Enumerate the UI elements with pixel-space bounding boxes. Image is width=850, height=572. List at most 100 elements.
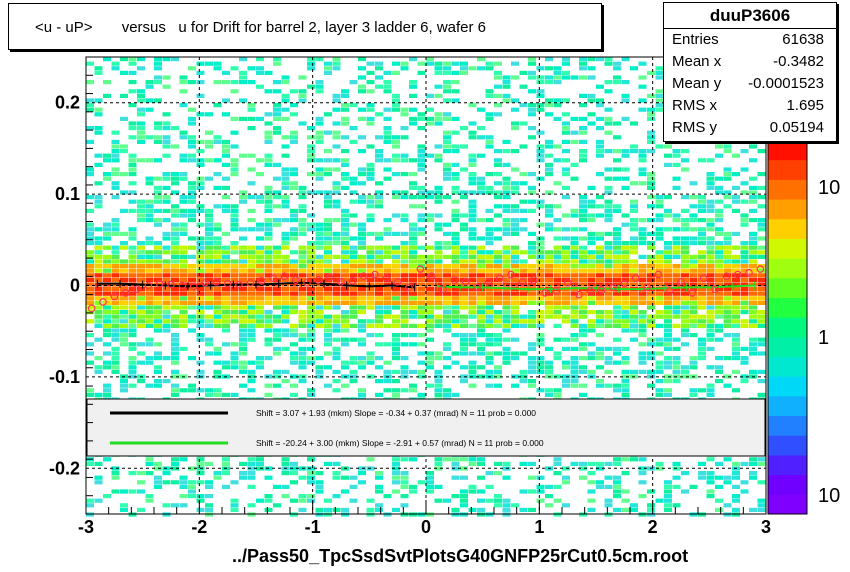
- heatmap-cell: [553, 277, 562, 282]
- heatmap-cell: [383, 342, 392, 347]
- heatmap-cell: [222, 392, 230, 397]
- heatmap-cell: [315, 471, 324, 476]
- heatmap-cell: [341, 213, 349, 218]
- heatmap-cell: [128, 57, 137, 62]
- heatmap-cell: [528, 461, 536, 466]
- heatmap-cell: [409, 300, 417, 305]
- y-tick-label: -0.1: [49, 367, 80, 387]
- heatmap-cell: [273, 176, 281, 181]
- heatmap-cell: [562, 245, 570, 250]
- heatmap-cell: [587, 218, 596, 223]
- heatmap-cell: [162, 328, 171, 333]
- heatmap-cell: [179, 222, 188, 227]
- heatmap-cell: [120, 93, 128, 98]
- heatmap-cell: [732, 287, 740, 292]
- red-marker: [144, 281, 153, 290]
- heatmap-cell: [434, 153, 443, 158]
- red-marker: [133, 285, 141, 293]
- heatmap-cell: [222, 323, 230, 328]
- heatmap-cell: [290, 333, 298, 338]
- heatmap-cell: [171, 314, 179, 319]
- heatmap-cell: [392, 135, 400, 140]
- heatmap-cell: [706, 388, 715, 393]
- heatmap-cell: [596, 245, 604, 250]
- heatmap-cell: [451, 273, 460, 278]
- heatmap-cell: [128, 291, 137, 296]
- heatmap-cell: [502, 218, 511, 223]
- heatmap-cell: [494, 498, 502, 503]
- heatmap-cell: [689, 305, 698, 310]
- heatmap-cell: [222, 305, 230, 310]
- heatmap-cell: [273, 328, 281, 333]
- heatmap-cell: [664, 489, 672, 494]
- heatmap-cell: [239, 195, 247, 200]
- heatmap-cell: [434, 273, 443, 278]
- heatmap-cell: [213, 296, 222, 301]
- heatmap-cell: [740, 356, 749, 361]
- heatmap-cell: [749, 342, 757, 347]
- heatmap-cell: [485, 383, 494, 388]
- heatmap-cell: [239, 300, 247, 305]
- heatmap-cell: [273, 103, 281, 108]
- heatmap-cell: [621, 254, 630, 259]
- heatmap-cell: [647, 291, 655, 296]
- heatmap-cell: [502, 503, 511, 508]
- heatmap-cell: [545, 259, 553, 264]
- heatmap-cell: [171, 273, 179, 278]
- heatmap-cell: [553, 392, 562, 397]
- heatmap-cell: [196, 236, 205, 241]
- heatmap-cell: [638, 75, 647, 80]
- heatmap-cell: [417, 112, 426, 117]
- red-marker: [677, 278, 685, 286]
- heatmap-cell: [222, 250, 230, 255]
- heatmap-cell: [171, 383, 179, 388]
- heatmap-cell: [358, 319, 366, 324]
- heatmap-cell: [341, 268, 349, 273]
- heatmap-cell: [358, 360, 366, 365]
- heatmap-cell: [290, 342, 298, 347]
- heatmap-cell: [247, 268, 256, 273]
- heatmap-cell: [528, 300, 536, 305]
- heatmap-cell: [298, 356, 307, 361]
- heatmap-cell: [723, 457, 732, 462]
- heatmap-cell: [723, 268, 732, 273]
- heatmap-cell: [281, 98, 290, 103]
- heatmap-cell: [145, 277, 154, 282]
- heatmap-cell: [86, 61, 94, 66]
- heatmap-cell: [281, 153, 290, 158]
- heatmap-cell: [638, 268, 647, 273]
- heatmap-cell: [485, 305, 494, 310]
- heatmap-cell: [315, 89, 324, 94]
- heatmap-cell: [630, 369, 638, 374]
- heatmap-cell: [196, 282, 205, 287]
- heatmap-cell: [315, 158, 324, 163]
- heatmap-cell: [332, 314, 341, 319]
- heatmap-cell: [205, 392, 213, 397]
- heatmap-cell: [579, 158, 587, 163]
- heatmap-cell: [196, 70, 205, 75]
- heatmap-cell: [298, 121, 307, 126]
- heatmap-cell: [409, 231, 417, 236]
- heatmap-cell: [128, 319, 137, 324]
- heatmap-cell: [672, 369, 681, 374]
- heatmap-cell: [222, 319, 230, 324]
- heatmap-cell: [689, 254, 698, 259]
- heatmap-cell: [196, 457, 205, 462]
- heatmap-cell: [171, 268, 179, 273]
- heatmap-cell: [536, 300, 545, 305]
- heatmap-cell: [264, 250, 273, 255]
- x-tick-label: -2: [191, 517, 207, 537]
- heatmap-cell: [94, 296, 103, 301]
- heatmap-cell: [443, 457, 451, 462]
- heatmap-cell: [485, 89, 494, 94]
- heatmap-cell: [341, 172, 349, 177]
- heatmap-cell: [468, 208, 477, 213]
- heatmap-cell: [239, 471, 247, 476]
- heatmap-cell: [443, 365, 451, 370]
- heatmap-cell: [392, 250, 400, 255]
- heatmap-cell: [383, 296, 392, 301]
- heatmap-cell: [443, 277, 451, 282]
- heatmap-cell: [239, 199, 247, 204]
- heatmap-cell: [664, 296, 672, 301]
- heatmap-cell: [579, 57, 587, 62]
